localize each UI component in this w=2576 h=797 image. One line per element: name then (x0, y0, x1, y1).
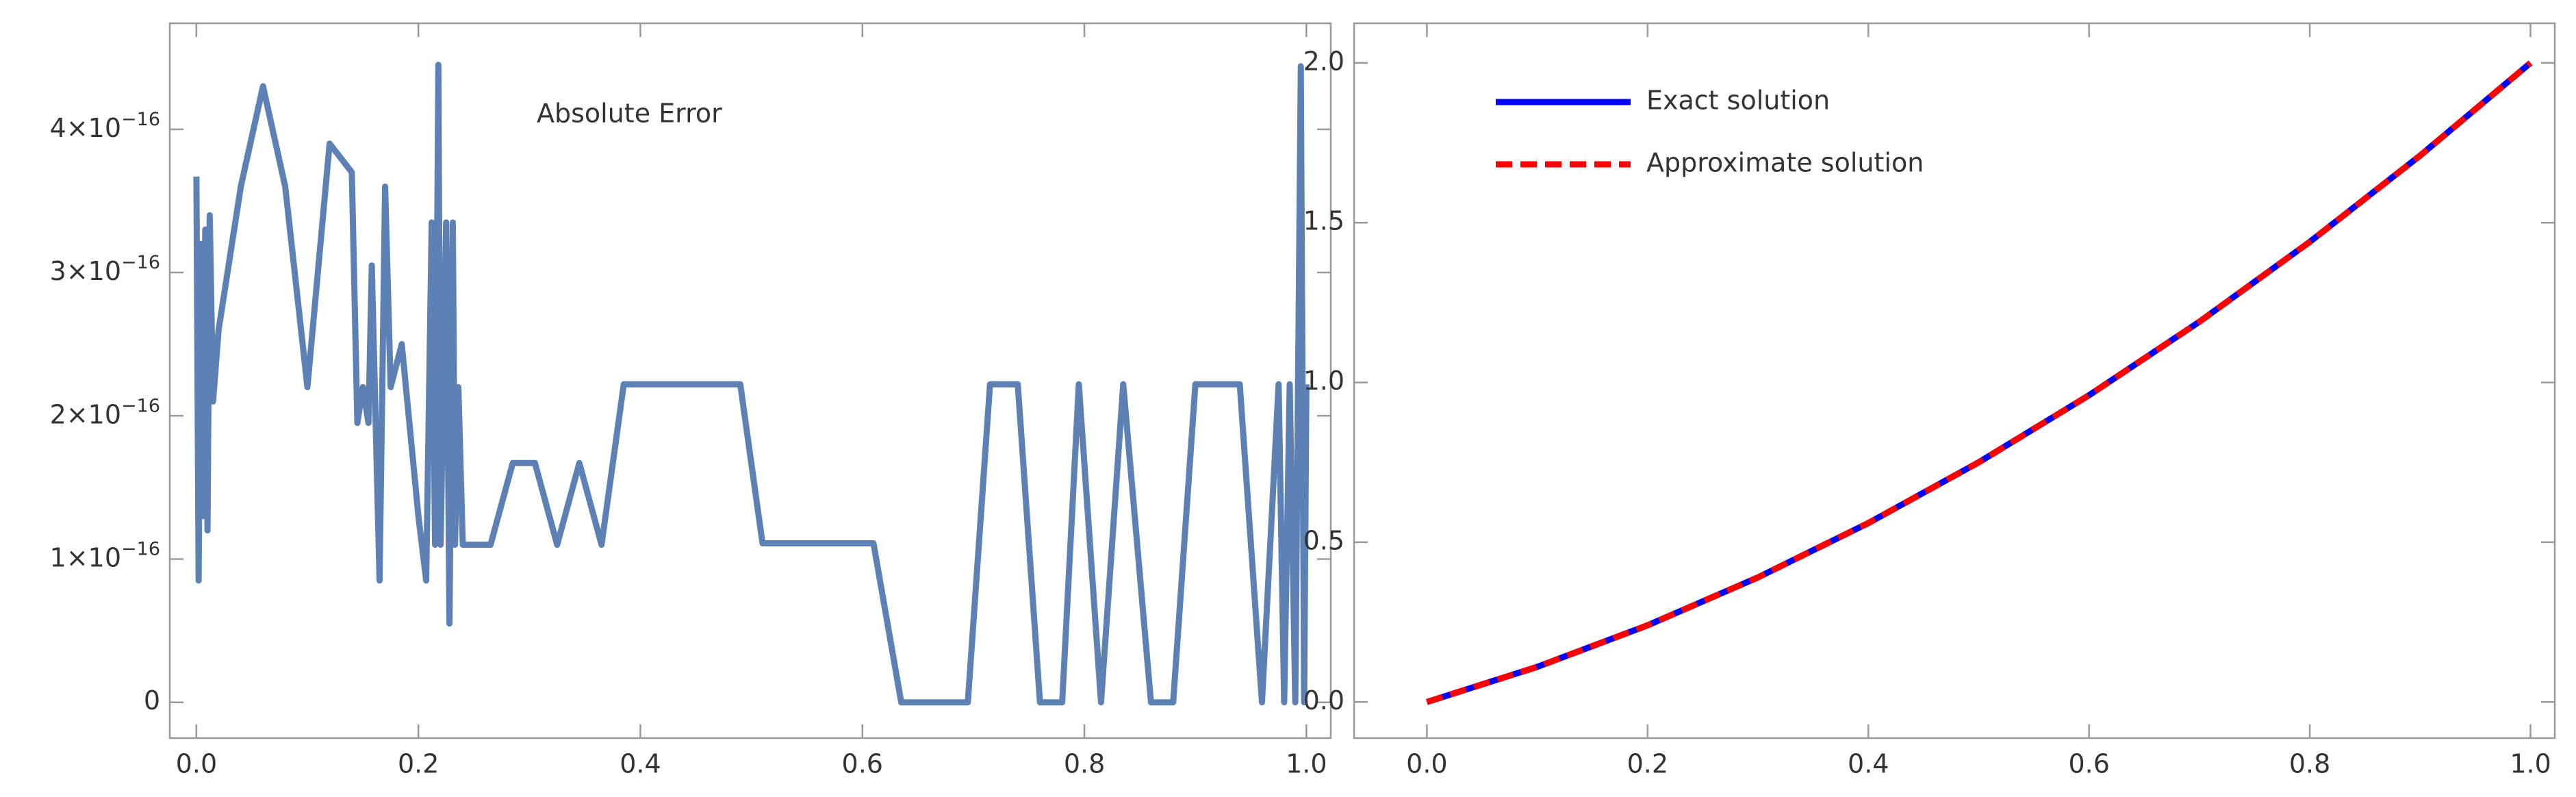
y-tick-label: 1×10−16 (50, 538, 160, 572)
annotation: Absolute Error (537, 99, 722, 129)
x-tick-label: 0.2 (398, 749, 439, 779)
y-tick-label: 0.5 (1303, 525, 1344, 555)
x-tick-label: 0.4 (620, 749, 661, 779)
y-tick-label: 2.0 (1303, 46, 1344, 76)
y-tick-label: 1.5 (1303, 206, 1344, 236)
x-tick-label: 0.2 (1627, 749, 1668, 779)
legend-label: Approximate solution (1646, 148, 1924, 178)
x-tick-label: 0.4 (1848, 749, 1889, 779)
x-tick-label: 0.8 (2289, 749, 2330, 779)
y-tick-label: 1.0 (1303, 366, 1344, 396)
y-tick-label: 0 (144, 685, 160, 716)
x-tick-label: 0.0 (1406, 749, 1447, 779)
x-tick-label: 1.0 (2510, 749, 2551, 779)
data-line (193, 62, 1310, 706)
plot-frame (1353, 22, 2556, 739)
x-tick-label: 0.6 (2068, 749, 2109, 779)
data-line (1426, 60, 2533, 705)
y-tick-label: 3×10−16 (50, 252, 160, 286)
plot-frame (168, 22, 1332, 739)
x-tick-label: 0.0 (176, 749, 217, 779)
legend-label: Exact solution (1646, 86, 1830, 116)
y-tick-label: 0.0 (1303, 685, 1344, 716)
x-tick-label: 0.6 (842, 749, 883, 779)
y-tick-label: 2×10−16 (50, 395, 160, 429)
data-line (1426, 60, 2533, 705)
x-tick-label: 0.8 (1064, 749, 1105, 779)
x-tick-label: 1.0 (1286, 749, 1327, 779)
y-tick-label: 4×10−16 (50, 108, 160, 142)
